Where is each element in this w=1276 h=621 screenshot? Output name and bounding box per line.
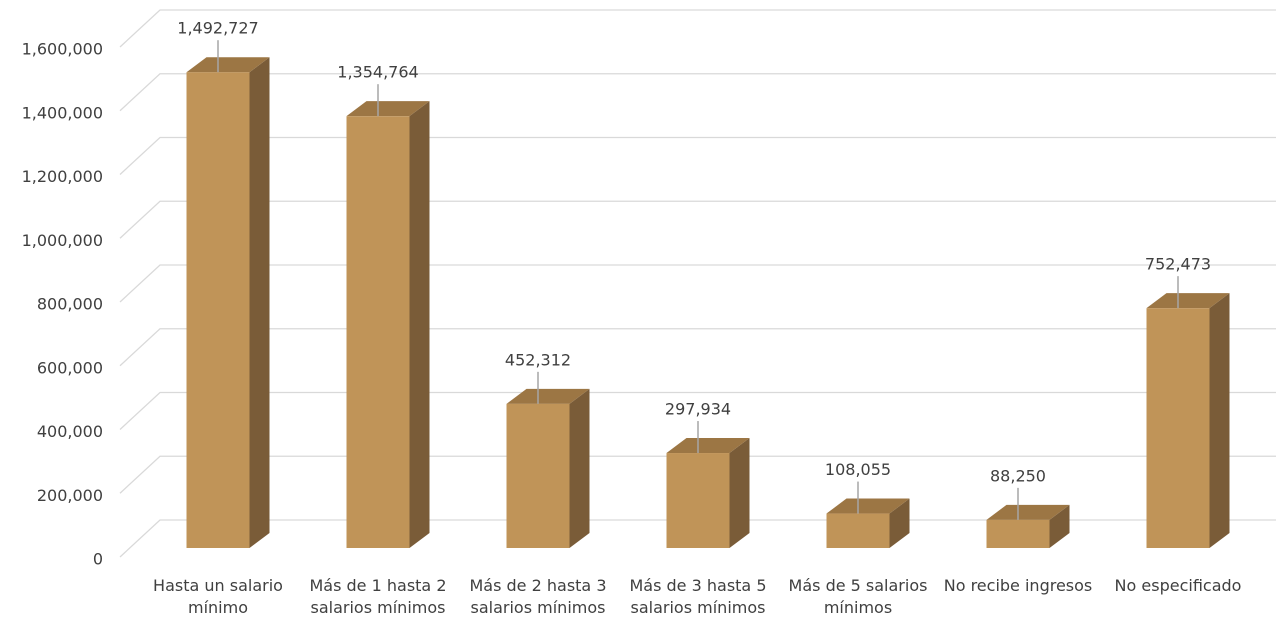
grid-line [119, 136, 1276, 175]
y-tick-label: 600,000 [37, 358, 103, 377]
data-label: 452,312 [505, 350, 571, 369]
bar [1146, 308, 1210, 548]
grid-line [119, 455, 1276, 494]
bar-top [1146, 293, 1230, 309]
bar [826, 513, 890, 548]
x-tick-label: Más de 1 hasta 2 salarios mínimos [309, 576, 447, 617]
bar [506, 403, 570, 548]
bar-top [346, 101, 430, 117]
data-label: 297,934 [665, 400, 731, 419]
data-label: 88,250 [990, 466, 1046, 485]
x-tick-label: No recibe ingresos [943, 576, 1093, 595]
x-tick-label: No especificado [1114, 576, 1242, 595]
bar [186, 72, 250, 548]
data-label: 1,354,764 [337, 63, 418, 82]
bar-side [729, 438, 750, 548]
data-label: 1,492,727 [177, 19, 258, 38]
grid-line [119, 9, 1276, 48]
bar-top [186, 57, 270, 73]
bar [666, 453, 730, 548]
bar-top [986, 504, 1070, 520]
x-tick-label: Más de 5 salarios mínimos [788, 576, 928, 617]
grid-line [119, 73, 1276, 112]
x-tick-label: Más de 3 hasta 5 salarios mínimos [629, 576, 767, 617]
bar-side [249, 57, 270, 548]
bar-side [1049, 504, 1070, 548]
y-tick-label: 800,000 [37, 295, 103, 314]
grid-line [119, 391, 1276, 430]
x-tick-label: Hasta un salario mínimo [153, 576, 283, 617]
data-label: 752,473 [1145, 255, 1211, 274]
data-label: 108,055 [825, 460, 891, 479]
bar-side [1209, 293, 1230, 548]
y-tick-label: 1,600,000 [22, 40, 103, 59]
y-tick-label: 200,000 [37, 486, 103, 505]
bar [986, 519, 1050, 548]
bar-top [506, 388, 590, 404]
bar-side [409, 101, 430, 548]
grid-line [119, 264, 1276, 303]
y-tick-label: 1,000,000 [22, 231, 103, 250]
bar-top [666, 438, 750, 454]
y-tick-label: 1,400,000 [22, 103, 103, 122]
y-tick-label: 0 [93, 550, 103, 569]
grid-line [119, 328, 1276, 367]
x-tick-label: Más de 2 hasta 3 salarios mínimos [469, 576, 607, 617]
grid-line [119, 200, 1276, 239]
y-tick-label: 400,000 [37, 422, 103, 441]
bar-side [569, 388, 590, 548]
bar-top [826, 498, 910, 514]
bar-side [889, 498, 910, 548]
bar [346, 116, 410, 548]
y-tick-label: 1,200,000 [22, 167, 103, 186]
